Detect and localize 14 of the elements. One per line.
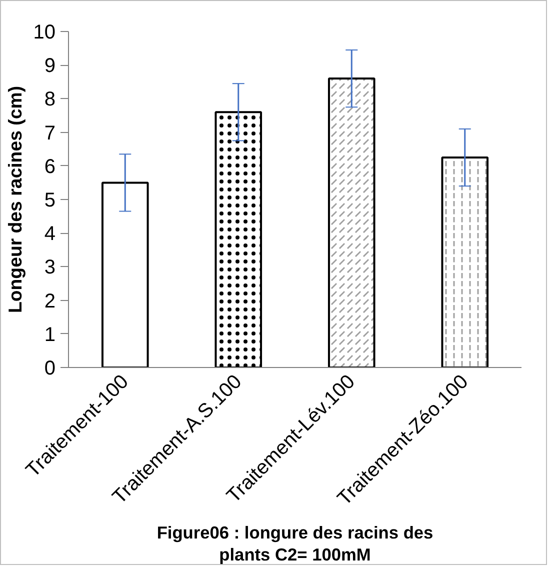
y-tick-label: 0 — [44, 358, 56, 380]
y-tick-label: 7 — [44, 122, 56, 144]
y-tick-label: 10 — [33, 22, 56, 44]
y-tick-label: 3 — [44, 256, 56, 279]
y-tick-label: 2 — [44, 290, 56, 312]
y-tick-label: 5 — [44, 190, 56, 212]
text: Figure06 : longure des racins des plants C2= 100mM — [156, 522, 434, 564]
y-tick-label: 4 — [44, 223, 56, 246]
y-tick-label: 8 — [44, 88, 56, 111]
bar — [101, 182, 149, 368]
y-tick-label: 1 — [44, 324, 56, 346]
y-tick-label: 9 — [44, 55, 56, 78]
y-tick-label: 6 — [44, 156, 56, 178]
y-axis-title: Longeur des racines (cm) — [4, 86, 26, 314]
